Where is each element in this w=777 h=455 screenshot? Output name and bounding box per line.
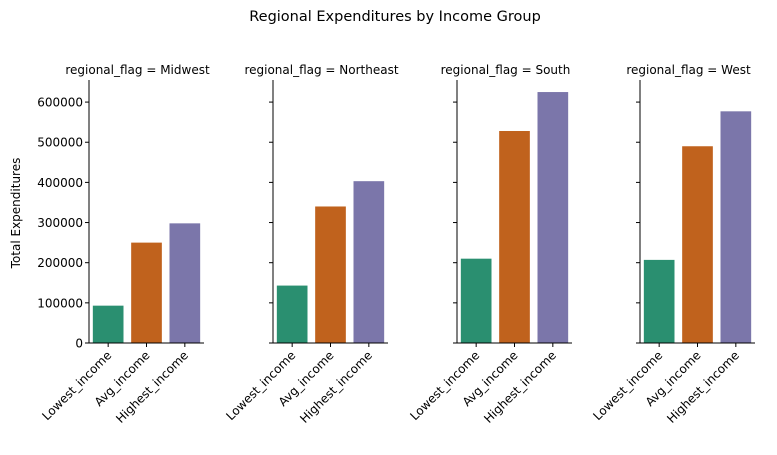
bar-lowest-income xyxy=(276,285,308,343)
y-tick-label: 100000 xyxy=(37,296,83,310)
panel-title: regional_flag = West xyxy=(626,63,751,77)
panel-1: regional_flag = Midwest 0 100000 200000 3000… xyxy=(37,63,210,426)
panel-title: regional_flag = Northeast xyxy=(244,63,398,77)
x-tick-label: Highest_income xyxy=(113,348,191,426)
x-tick-label: Highest_income xyxy=(297,348,375,426)
bar-highest-income xyxy=(353,181,385,343)
panel-2: regional_flag = NortheastLowest_incomeAv… xyxy=(223,63,398,426)
chart-title: Regional Expenditures by Income Group xyxy=(249,9,541,25)
x-tick-label: Highest_income xyxy=(664,348,742,426)
panel-3: regional_flag = SouthLowest_incomeAvg_in… xyxy=(407,63,572,426)
y-axis-label: Total Expenditures xyxy=(9,158,23,270)
bar-avg-income xyxy=(682,146,713,343)
y-tick-label: 300000 xyxy=(37,216,83,230)
bar-lowest-income xyxy=(92,305,124,343)
panel-4: regional_flag = WestLowest_incomeAvg_inc… xyxy=(590,63,755,426)
bar-avg-income xyxy=(131,242,162,343)
x-tick-label: Lowest_income xyxy=(39,348,114,423)
y-tick-label: 0 xyxy=(75,337,83,351)
x-tick-label: Lowest_income xyxy=(590,348,665,423)
bar-avg-income xyxy=(315,206,346,343)
y-tick-label: 200000 xyxy=(37,256,83,270)
bar-lowest-income xyxy=(460,258,492,343)
bar-highest-income xyxy=(720,111,752,343)
bar-highest-income xyxy=(537,92,569,343)
x-tick-label: Lowest_income xyxy=(223,348,298,423)
x-tick-label: Lowest_income xyxy=(407,348,482,423)
facet-panels: regional_flag = Midwest 0 100000 200000 3000… xyxy=(37,63,755,426)
bar-highest-income xyxy=(169,223,201,343)
panel-title: regional_flag = South xyxy=(441,63,571,77)
y-tick-label: 400000 xyxy=(37,176,83,190)
y-tick-label: 500000 xyxy=(37,136,83,150)
y-tick-label: 600000 xyxy=(37,96,83,110)
bar-avg-income xyxy=(499,130,530,343)
x-tick-label: Highest_income xyxy=(481,348,559,426)
panel-title: regional_flag = Midwest xyxy=(65,63,210,77)
bar-lowest-income xyxy=(643,259,675,343)
